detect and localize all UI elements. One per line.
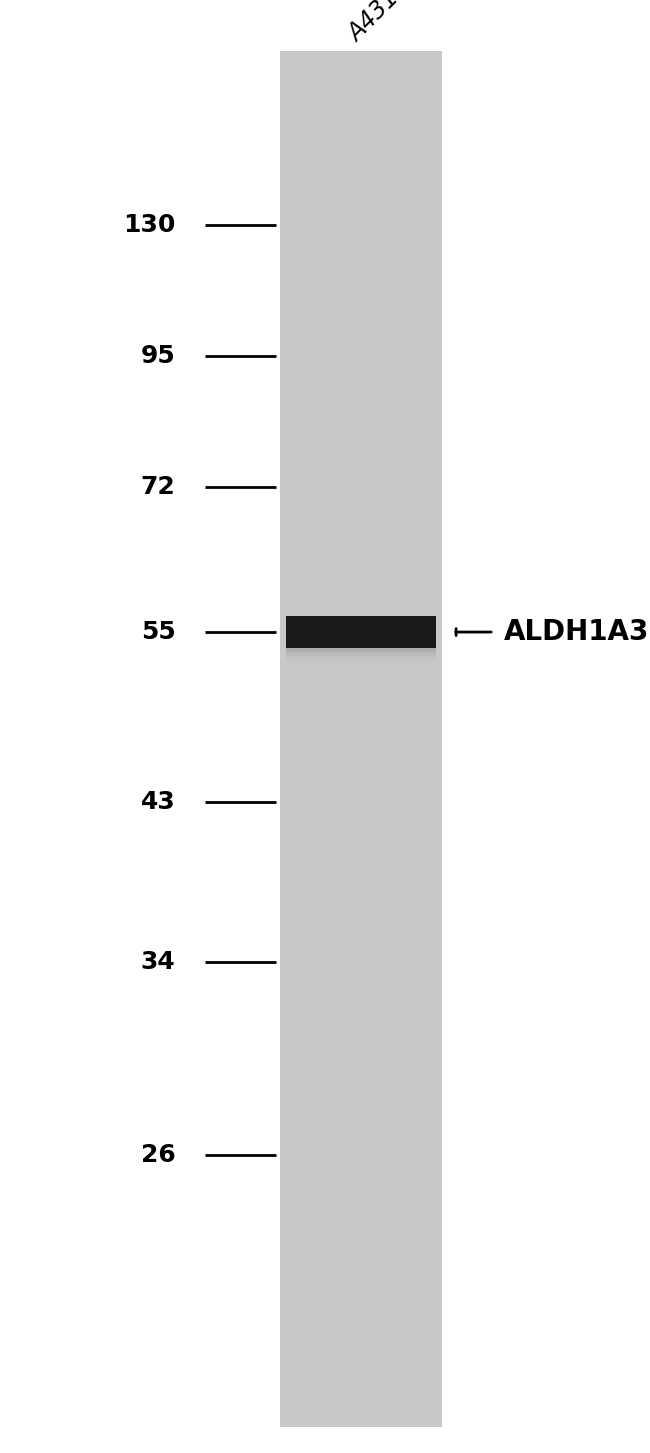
Text: 130: 130	[123, 214, 176, 237]
Bar	[280, 51, 442, 1427]
Bar	[286, 667, 436, 670]
Text: A431: A431	[344, 0, 404, 46]
Bar	[286, 664, 436, 667]
Bar	[286, 661, 436, 664]
Bar	[286, 654, 436, 657]
Bar	[286, 657, 436, 660]
Text: 43: 43	[141, 790, 176, 814]
Bar	[286, 616, 436, 648]
Text: ALDH1A3: ALDH1A3	[504, 618, 649, 647]
Bar	[286, 660, 436, 661]
Text: 34: 34	[141, 950, 176, 974]
Text: 72: 72	[141, 475, 176, 498]
Text: 26: 26	[141, 1144, 176, 1167]
Text: 55: 55	[141, 620, 176, 644]
Text: 95: 95	[141, 344, 176, 368]
Bar	[286, 651, 436, 654]
Bar	[286, 648, 436, 651]
